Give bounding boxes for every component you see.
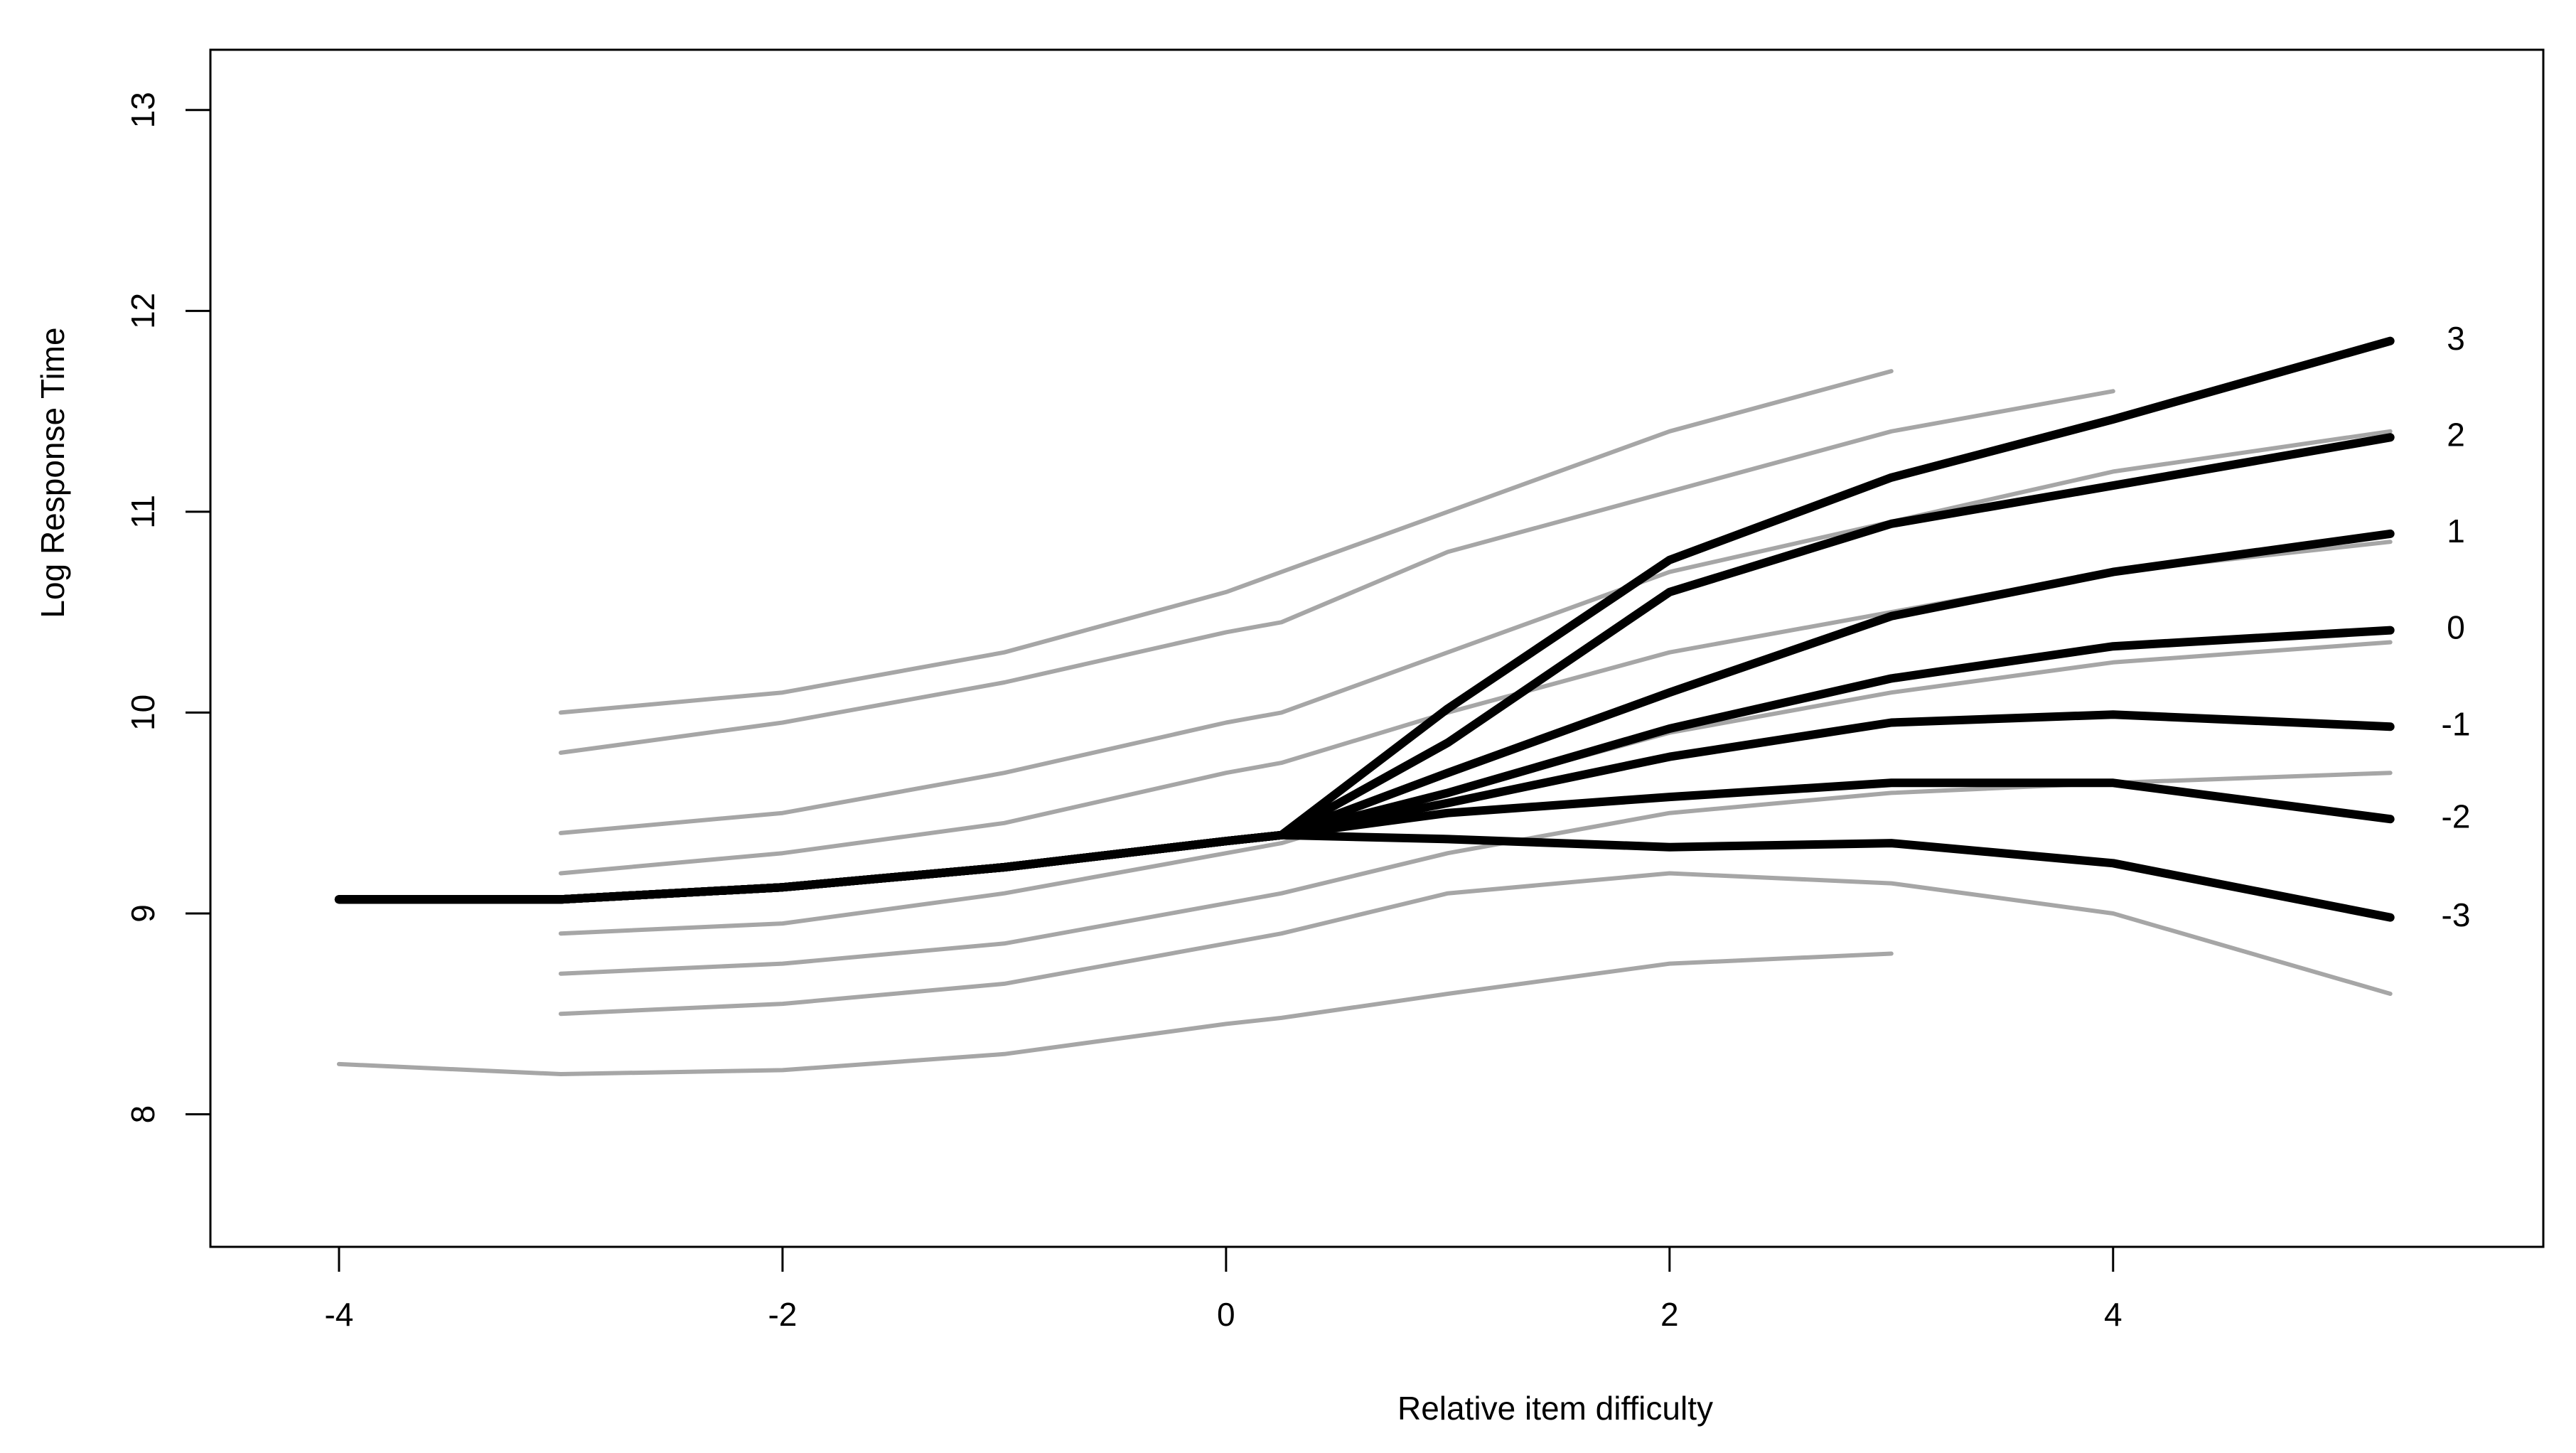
x-axis-title: Relative item difficulty [1397,1390,1713,1427]
x-tick-label: -4 [324,1296,353,1333]
plot-frame [209,48,2545,1248]
x-tick-label: 0 [1217,1296,1235,1333]
background-line [558,389,2115,755]
y-tick-label: 10 [124,695,161,731]
y-tick-label: 11 [124,495,161,529]
background-line [558,540,2393,876]
background-line [558,369,1894,715]
background-line [558,429,2393,835]
series-label: -1 [2442,705,2471,742]
x-tick-label: 4 [2104,1296,2122,1333]
series-label: 0 [2447,609,2465,646]
y-axis-title: Log Response Time [34,327,71,618]
series-label: 2 [2447,416,2465,453]
y-tick-label: 13 [124,92,161,128]
background-line [558,871,2393,1017]
series-label: 3 [2447,320,2465,357]
y-tick-label: 8 [124,1105,161,1124]
series-label: 1 [2447,513,2465,549]
background-line [558,771,2393,976]
series-label: -2 [2442,798,2471,835]
series-line [334,830,2395,922]
series-label: -3 [2442,896,2471,933]
background-line [336,951,1894,1076]
x-tick-label: 2 [1660,1296,1679,1333]
x-tick-label: -2 [768,1296,797,1333]
y-tick-label: 12 [124,293,161,329]
y-tick-label: 9 [124,904,161,923]
